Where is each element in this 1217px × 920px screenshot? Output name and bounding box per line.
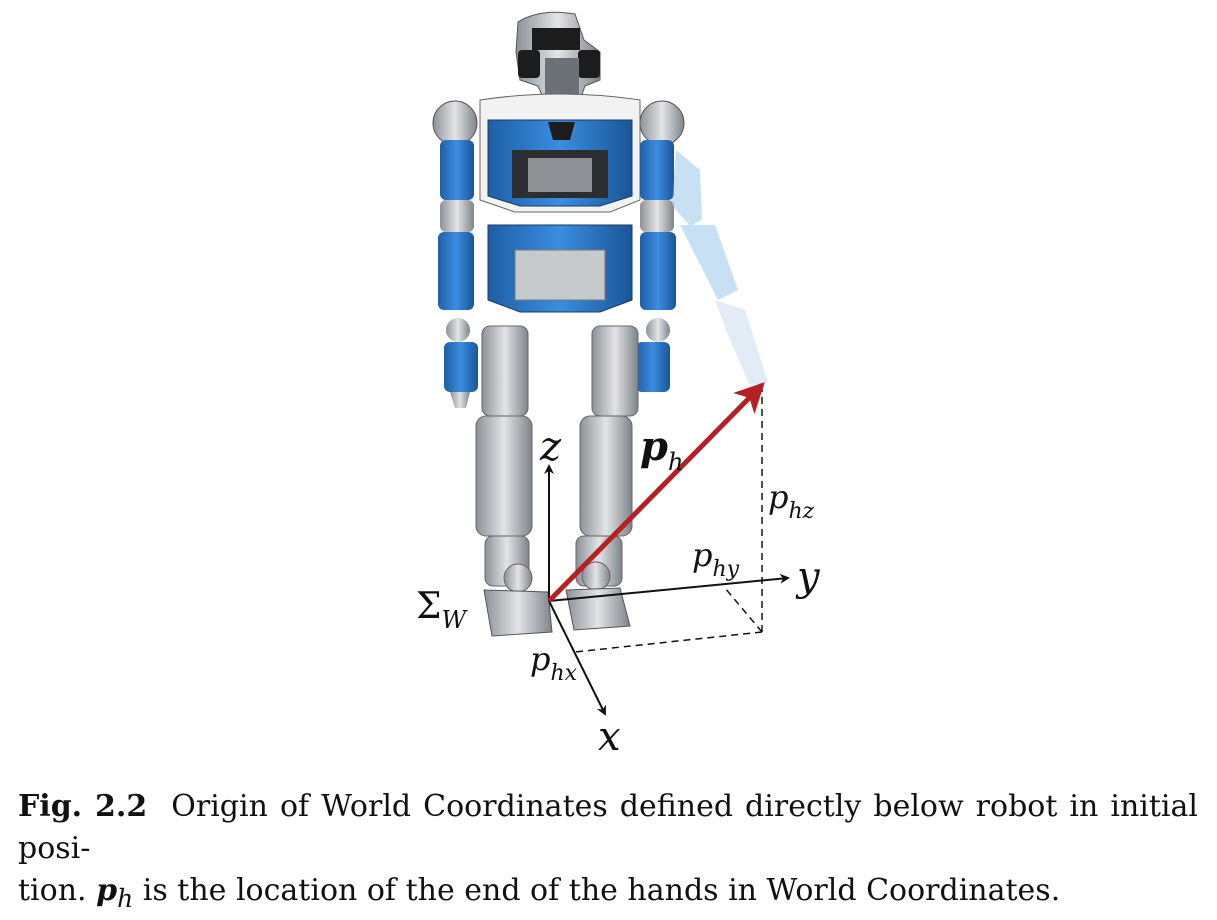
figure-caption: Fig. 2.2 Origin of World Coordinates def… [18, 786, 1198, 920]
caption-line-2: tion. ph is the location of the end of t… [18, 870, 1198, 920]
caption-text-1: Origin of World Coordinates defined dire… [18, 789, 1198, 866]
world-axes [544, 464, 790, 716]
figure: z y x ph phz phy phx ΣW [416, 11, 821, 760]
z-axis-label: z [539, 424, 562, 470]
y-axis [548, 573, 790, 602]
figure-number: Fig. 2.2 [18, 789, 148, 824]
caption-text-2b: is the location of the end of the hands … [142, 873, 1061, 908]
caption-text-2a: tion. [18, 873, 87, 908]
caption-line-1: Fig. 2.2 Origin of World Coordinates def… [18, 786, 1198, 870]
phy-label: phy [692, 536, 740, 582]
sigma-w-label: ΣW [416, 586, 468, 634]
caption-ph: p [96, 873, 118, 908]
phx-label: phx [530, 640, 578, 686]
phz-label: phz [768, 478, 815, 524]
y-axis-label: y [795, 554, 821, 600]
ph-label: ph [640, 423, 683, 476]
x-axis-label: x [598, 714, 621, 760]
x-axis [548, 600, 606, 716]
caption-ph-sub: h [117, 884, 134, 913]
robot-illustration [432, 11, 768, 637]
ph-vector [547, 382, 765, 603]
projection-lines [574, 385, 763, 653]
